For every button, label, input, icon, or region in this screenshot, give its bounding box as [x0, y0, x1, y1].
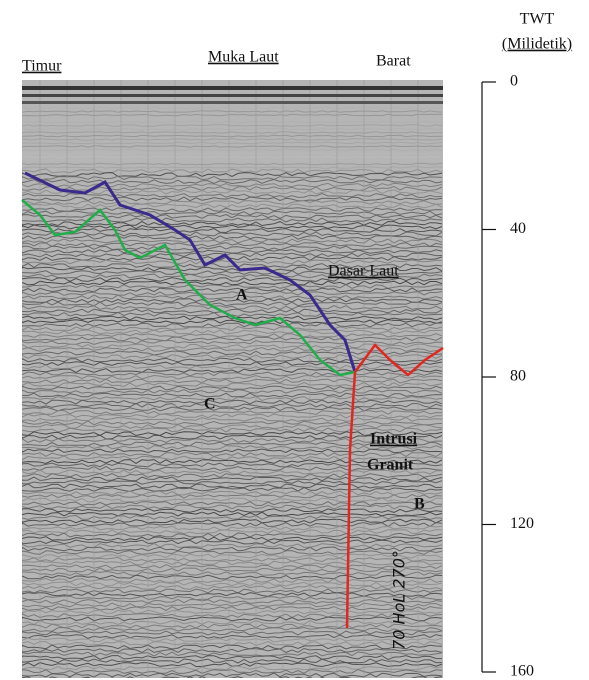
- seismic-trace: [22, 536, 443, 541]
- label-a: A: [236, 287, 248, 304]
- label-intrusion: Intrusi: [370, 431, 418, 448]
- twt-axis: 0 40 80 120 160: [481, 73, 534, 680]
- tick-label: 0: [510, 73, 518, 90]
- seismic-band: [22, 86, 443, 90]
- seismic-band: [22, 101, 443, 104]
- label-c: C: [204, 396, 216, 413]
- label-granite: Granit: [367, 457, 414, 474]
- axis-title: (Milidetik): [502, 36, 572, 53]
- handwritten-note: 70 HoL 270°: [390, 550, 409, 650]
- label-seabed: Dasar Laut: [328, 263, 399, 280]
- tick-label: 120: [510, 515, 534, 532]
- tick-label: 40: [510, 220, 526, 237]
- label-sea-level: Muka Laut: [208, 49, 279, 66]
- seabed-horizon: [24, 171, 357, 373]
- label-b: B: [414, 496, 425, 513]
- tick-label: 80: [510, 368, 526, 385]
- axis-title: TWT: [520, 11, 555, 28]
- seismic-band: [22, 94, 443, 97]
- label-east: Timur: [22, 58, 62, 75]
- label-west: Barat: [376, 53, 411, 70]
- seismic-trace: [22, 676, 443, 678]
- seismic-texture: [22, 80, 443, 678]
- subsurface-horizon: [21, 199, 356, 377]
- intrusion-top: [353, 343, 444, 377]
- intrusion-boundary: [345, 371, 357, 629]
- tick-label: 160: [510, 663, 534, 680]
